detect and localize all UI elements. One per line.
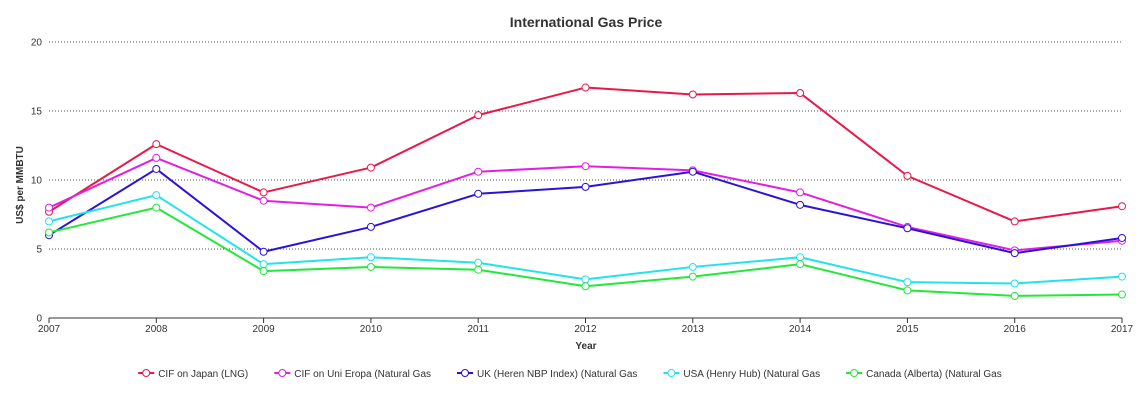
x-tick-label: 2009 xyxy=(252,324,275,335)
data-point[interactable] xyxy=(152,153,161,162)
x-tick-label: 2010 xyxy=(360,324,383,335)
series-line xyxy=(48,156,1123,252)
y-tick-label: 0 xyxy=(36,314,42,325)
y-tick-label: 15 xyxy=(31,107,43,118)
x-tick-label: 2011 xyxy=(467,324,489,335)
y-axis-ticks: 0 5 10 15 20 xyxy=(31,38,43,325)
data-point[interactable] xyxy=(474,111,483,120)
data-point[interactable] xyxy=(1010,291,1019,300)
data-point[interactable] xyxy=(152,140,161,149)
data-point[interactable] xyxy=(474,258,483,267)
series-1 xyxy=(45,83,1126,226)
data-point[interactable] xyxy=(581,282,590,291)
data-point[interactable] xyxy=(688,262,697,271)
x-axis-label: Year xyxy=(575,341,596,352)
legend-label: CIF on Japan (LNG) xyxy=(158,369,248,380)
data-point[interactable] xyxy=(259,260,268,269)
data-point[interactable] xyxy=(1118,272,1126,281)
x-axis: 2007 2008 2009 2010 2011 2012 2013 2014 2015 2016… xyxy=(38,317,1134,335)
x-tick-label: 2008 xyxy=(145,324,168,335)
legend-label: UK (Heren NBP Index) (Natural Gas xyxy=(477,369,637,380)
legend-item-1[interactable]: CIF on Japan (LNG) xyxy=(138,369,248,380)
data-point[interactable] xyxy=(1118,233,1126,242)
data-point[interactable] xyxy=(796,253,805,262)
data-point[interactable] xyxy=(1010,217,1019,226)
data-point[interactable] xyxy=(259,267,268,276)
y-tick-label: 5 xyxy=(36,245,42,256)
data-point[interactable] xyxy=(152,191,161,200)
data-point[interactable] xyxy=(581,275,590,284)
data-point[interactable] xyxy=(581,83,590,92)
data-point[interactable] xyxy=(366,262,375,271)
legend-label: Canada (Alberta) (Natural Gas xyxy=(866,369,1002,380)
data-point[interactable] xyxy=(796,200,805,209)
data-point[interactable] xyxy=(796,89,805,98)
x-tick-label: 2017 xyxy=(1111,324,1134,335)
data-point[interactable] xyxy=(366,203,375,212)
data-point[interactable] xyxy=(152,164,161,173)
data-point[interactable] xyxy=(688,167,697,176)
series-group xyxy=(45,83,1126,300)
data-point[interactable] xyxy=(581,182,590,191)
data-point[interactable] xyxy=(259,247,268,256)
data-point[interactable] xyxy=(796,188,805,197)
data-point[interactable] xyxy=(366,222,375,231)
y-tick-label: 20 xyxy=(31,38,43,49)
data-point[interactable] xyxy=(903,224,912,233)
legend-item-4[interactable]: USA (Henry Hub) (Natural Gas xyxy=(663,369,820,380)
grid-lines xyxy=(49,41,1122,250)
legend-marker xyxy=(142,369,151,377)
series-5 xyxy=(45,203,1126,300)
legend-item-5[interactable]: Canada (Alberta) (Natural Gas xyxy=(846,369,1002,380)
legend-marker xyxy=(850,369,859,377)
data-point[interactable] xyxy=(903,286,912,295)
data-point[interactable] xyxy=(903,278,912,287)
legend-item-3[interactable]: UK (Heren NBP Index) (Natural Gas xyxy=(457,369,637,380)
x-tick-label: 2015 xyxy=(896,324,919,335)
data-point[interactable] xyxy=(474,189,483,198)
legend-marker xyxy=(278,369,287,377)
legend: CIF on Japan (LNG) CIF on Uni Eropa (Natu… xyxy=(138,369,1002,380)
data-point[interactable] xyxy=(474,265,483,274)
data-point[interactable] xyxy=(1118,290,1126,299)
x-tick-label: 2016 xyxy=(1004,324,1027,335)
series-line xyxy=(48,167,1123,255)
data-point[interactable] xyxy=(688,272,697,281)
data-point[interactable] xyxy=(903,171,912,180)
data-point[interactable] xyxy=(259,188,268,197)
data-point[interactable] xyxy=(474,167,483,176)
chart-title: International Gas Price xyxy=(510,14,663,30)
legend-marker xyxy=(667,369,676,377)
series-2 xyxy=(45,153,1126,255)
legend-marker xyxy=(461,369,469,377)
data-point[interactable] xyxy=(366,163,375,172)
data-point[interactable] xyxy=(259,196,268,205)
series-line xyxy=(48,86,1123,223)
data-point[interactable] xyxy=(366,253,375,262)
y-axis-label: US$ per MMBTU xyxy=(15,146,26,224)
data-point[interactable] xyxy=(45,217,53,226)
data-point[interactable] xyxy=(45,203,53,212)
legend-label: USA (Henry Hub) (Natural Gas xyxy=(683,369,820,380)
legend-item-2[interactable]: CIF on Uni Eropa (Natural Gas xyxy=(274,369,431,380)
data-point[interactable] xyxy=(152,203,161,212)
series-3 xyxy=(45,164,1126,258)
legend-label: CIF on Uni Eropa (Natural Gas xyxy=(294,369,431,380)
data-point[interactable] xyxy=(1010,249,1019,258)
y-tick-label: 10 xyxy=(31,176,43,187)
x-tick-label: 2007 xyxy=(38,324,61,335)
x-tick-label: 2014 xyxy=(789,324,812,335)
data-point[interactable] xyxy=(1118,202,1126,211)
data-point[interactable] xyxy=(688,90,697,99)
x-tick-label: 2012 xyxy=(574,324,597,335)
data-point[interactable] xyxy=(45,228,53,237)
data-point[interactable] xyxy=(1010,279,1019,288)
x-tick-label: 2013 xyxy=(682,324,705,335)
data-point[interactable] xyxy=(581,162,590,171)
data-point[interactable] xyxy=(796,260,805,269)
